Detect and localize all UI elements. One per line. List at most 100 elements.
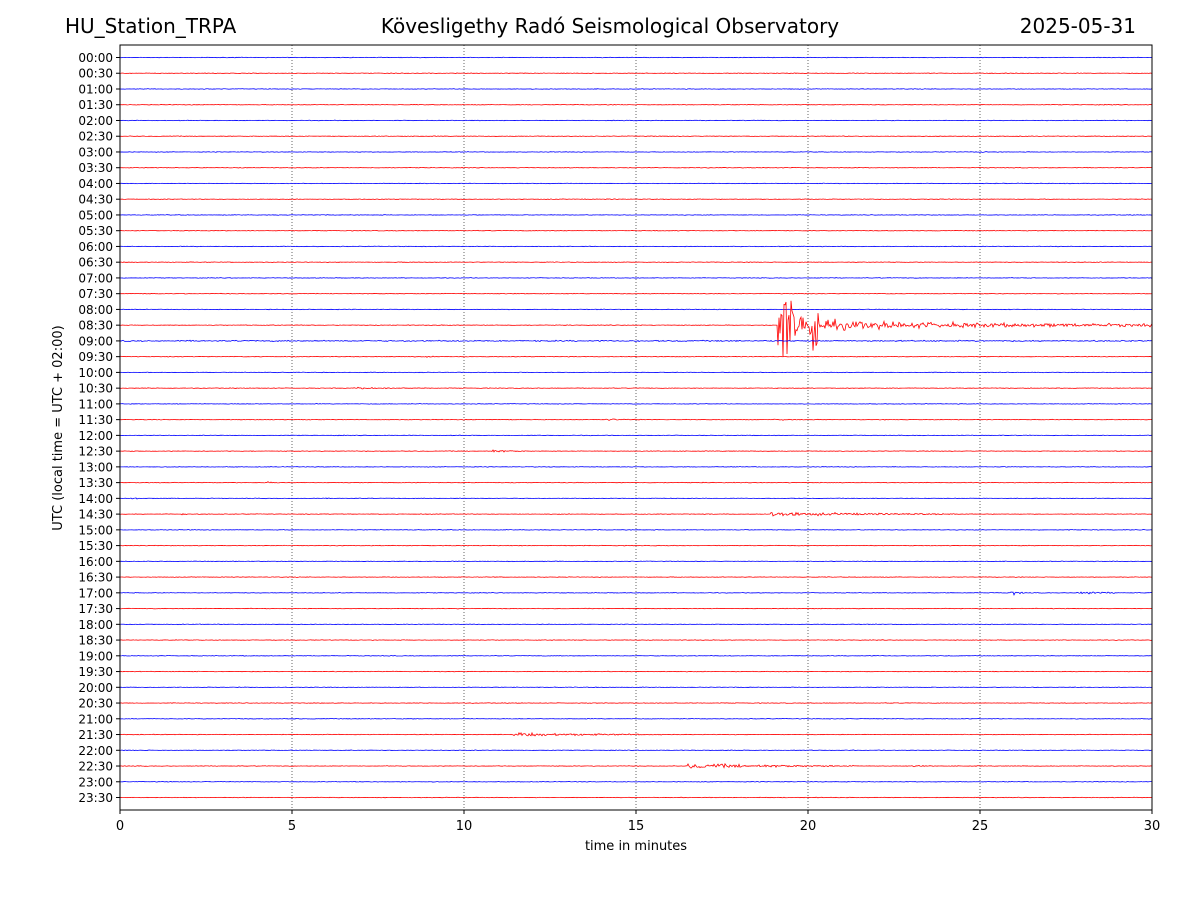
trace-0030 [119, 72, 1153, 75]
y-tick-label: 03:30 [78, 161, 113, 175]
y-tick-label: 10:30 [78, 382, 113, 396]
trace-1230 [119, 449, 1153, 453]
trace-1200 [119, 434, 1152, 437]
y-tick-label: 14:30 [78, 508, 113, 522]
x-axis-ticks: 0 5 10 15 20 25 30 [116, 810, 1160, 834]
y-tick-label: 19:30 [78, 665, 113, 679]
trace-1330 [119, 481, 1153, 484]
y-tick-label: 02:30 [78, 130, 113, 144]
trace-0430 [119, 198, 1153, 201]
y-tick-label: 23:00 [78, 775, 113, 789]
y-tick-label: 09:30 [78, 350, 113, 364]
trace-0400 [119, 182, 1153, 185]
y-tick-label: 20:00 [78, 681, 113, 695]
trace-0230 [119, 135, 1153, 138]
trace-0800 [119, 308, 1152, 311]
y-tick-label: 11:30 [78, 413, 113, 427]
y-tick-label: 05:30 [78, 224, 113, 238]
trace-1530 [120, 544, 1153, 547]
y-tick-label: 06:00 [78, 240, 113, 254]
y-tick-label: 22:00 [78, 744, 113, 758]
y-tick-label: 21:00 [78, 712, 113, 726]
y-tick-label: 07:30 [78, 287, 113, 301]
y-tick-label: 02:00 [78, 114, 113, 128]
y-tick-label: 22:30 [78, 760, 113, 774]
trace-1400 [119, 497, 1153, 500]
trace-1830 [119, 639, 1153, 641]
y-tick-label: 12:30 [78, 445, 113, 459]
trace-1930 [119, 670, 1153, 673]
trace-0530 [119, 229, 1153, 232]
trace-2130 [119, 731, 1153, 737]
y-tick-label: 08:30 [78, 319, 113, 333]
trace-1800 [119, 623, 1153, 626]
trace-0600 [119, 245, 1153, 248]
trace-0630 [119, 261, 1153, 263]
y-tick-label: 20:30 [78, 697, 113, 711]
x-tick-label: 30 [1144, 819, 1161, 834]
y-tick-label: 16:30 [78, 571, 113, 585]
trace-2200 [119, 749, 1153, 752]
y-tick-label: 10:00 [78, 366, 113, 380]
y-tick-label: 04:00 [78, 177, 113, 191]
x-tick-label: 25 [972, 819, 989, 834]
y-tick-label: 09:00 [78, 334, 113, 348]
y-tick-label: 00:30 [78, 67, 113, 81]
trace-1500 [119, 529, 1153, 531]
trace-0130 [119, 103, 1153, 106]
plot-date: 2025-05-31 [1019, 14, 1136, 38]
trace-0700 [119, 277, 1153, 279]
x-tick-label: 20 [800, 819, 817, 834]
trace-2230 [119, 762, 1153, 769]
trace-2330 [119, 796, 1153, 799]
x-tick-label: 10 [456, 819, 473, 834]
trace-0730 [119, 292, 1153, 295]
y-tick-label: 08:00 [78, 303, 113, 317]
trace-1030 [119, 386, 1153, 390]
x-tick-label: 5 [288, 819, 296, 834]
y-tick-label: 04:30 [78, 193, 113, 207]
trace-0830 [119, 300, 1153, 358]
trace-2300 [119, 780, 1153, 783]
x-tick-label: 0 [116, 819, 124, 834]
trace-1700 [119, 591, 1153, 596]
trace-1630 [119, 576, 1152, 578]
trace-1600 [119, 560, 1153, 563]
y-tick-label: 13:30 [78, 476, 113, 490]
y-tick-label: 15:30 [78, 539, 113, 553]
y-tick-label: 23:30 [78, 791, 113, 805]
y-tick-label: 12:00 [78, 429, 113, 443]
y-tick-label: 14:00 [78, 492, 113, 506]
trace-1900 [119, 654, 1153, 657]
y-tick-label: 19:00 [78, 649, 113, 663]
trace-2000 [119, 686, 1153, 689]
x-tick-label: 15 [628, 819, 645, 834]
station-name: HU_Station_TRPA [65, 14, 237, 38]
trace-0100 [119, 88, 1153, 90]
y-tick-label: 16:00 [78, 555, 113, 569]
trace-1000 [119, 371, 1153, 374]
trace-1730 [119, 607, 1153, 610]
trace-1130 [119, 418, 1153, 421]
trace-2100 [119, 717, 1153, 720]
y-tick-label: 17:00 [78, 586, 113, 600]
trace-0300 [119, 151, 1153, 153]
trace-1430 [120, 511, 1153, 517]
trace-0200 [119, 119, 1153, 122]
y-tick-label: 06:30 [78, 256, 113, 270]
y-tick-label: 21:30 [78, 728, 113, 742]
trace-0900 [119, 339, 1153, 343]
y-tick-label: 07:00 [78, 271, 113, 285]
y-tick-label: 01:30 [78, 98, 113, 112]
y-tick-label: 11:00 [78, 397, 113, 411]
trace-0330 [119, 166, 1153, 169]
trace-0930 [119, 355, 1153, 358]
trace-0000 [119, 56, 1153, 59]
y-tick-label: 03:00 [78, 145, 113, 159]
y-tick-label: 05:00 [78, 208, 113, 222]
y-tick-label: 17:30 [78, 602, 113, 616]
y-axis-label: UTC (local time = UTC + 02:00) [51, 325, 66, 530]
y-tick-label: 18:30 [78, 634, 113, 648]
